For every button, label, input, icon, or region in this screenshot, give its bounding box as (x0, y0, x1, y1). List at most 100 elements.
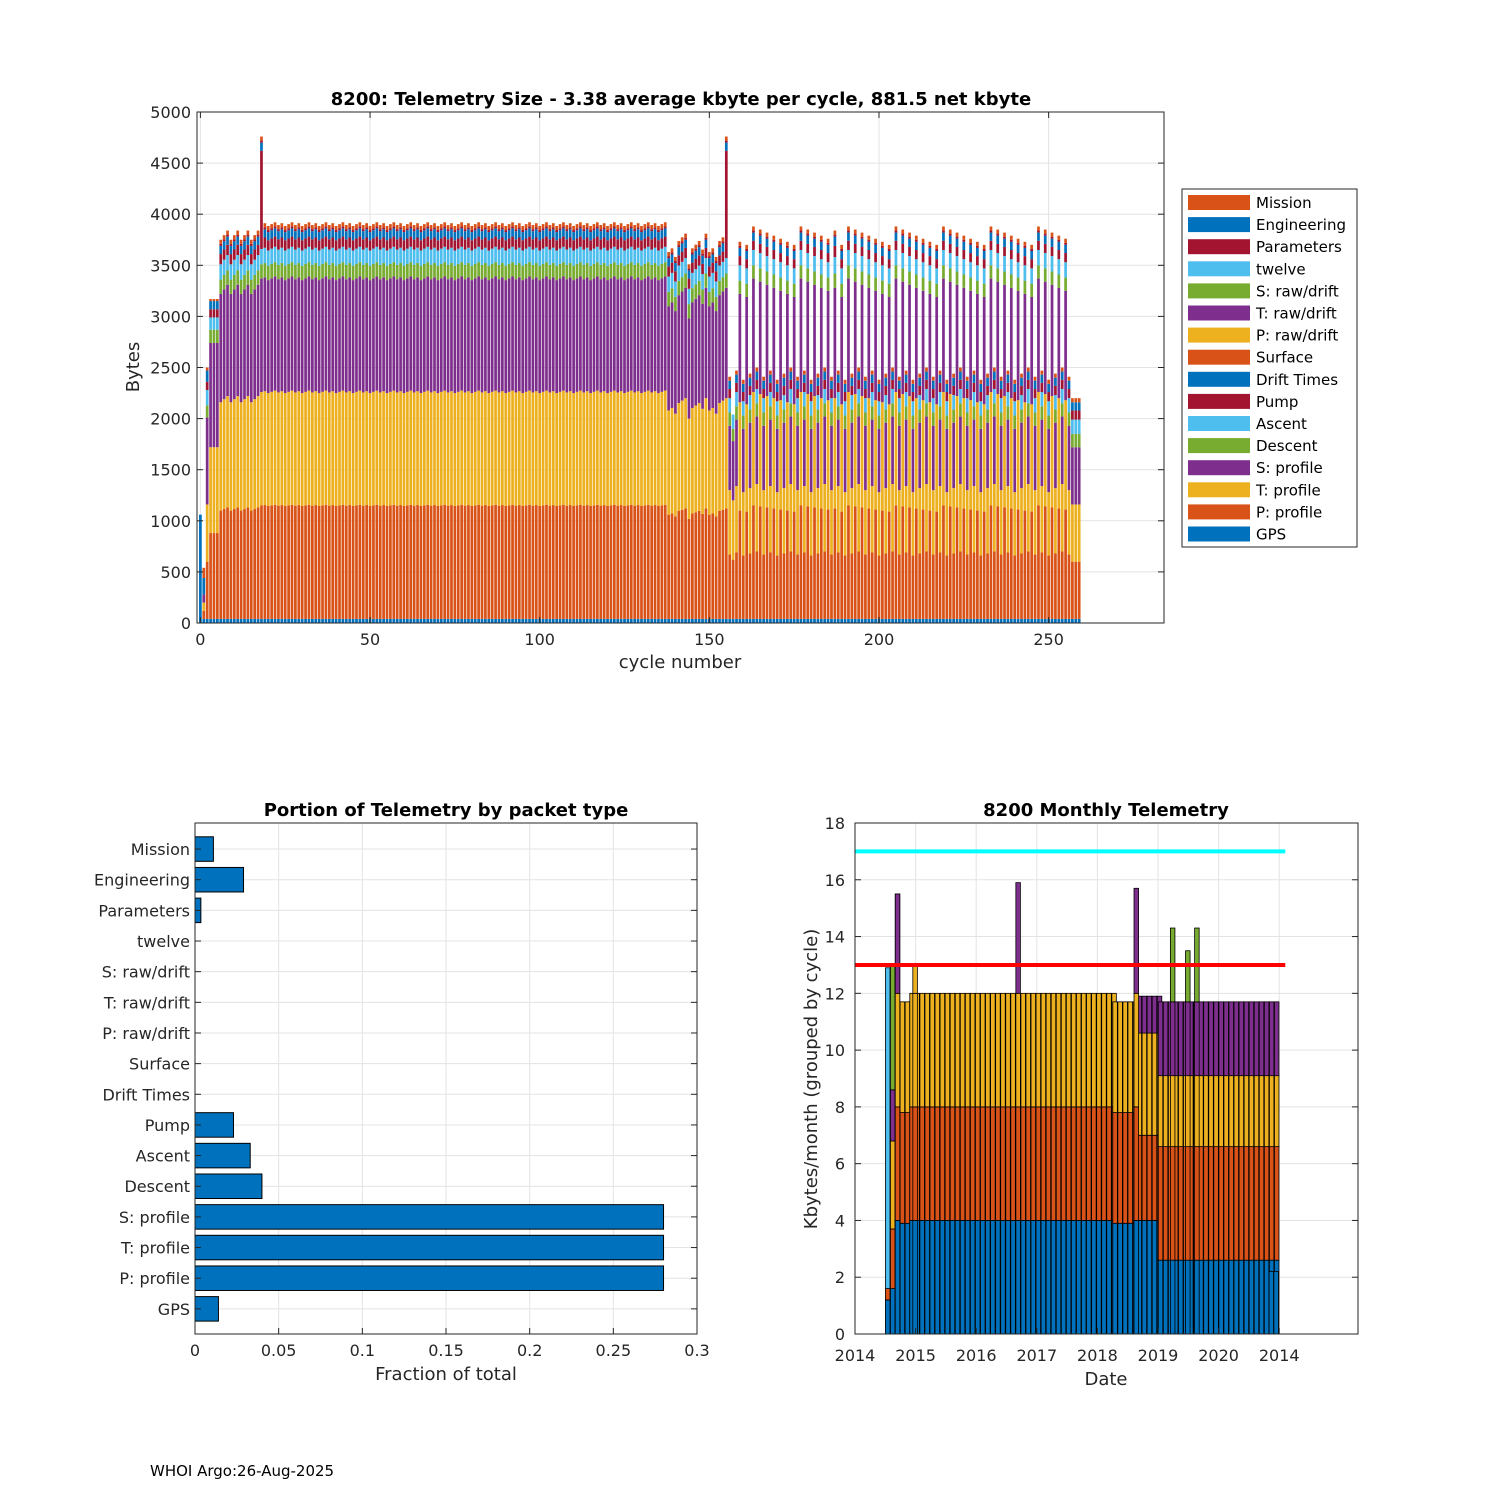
telemetry-bar-segment (701, 274, 704, 290)
telemetry-bar-segment (677, 245, 681, 248)
telemetry-bar-segment (216, 329, 219, 343)
telemetry-bar-segment (358, 222, 362, 227)
y-tick-label: 16 (825, 871, 845, 890)
telemetry-bar-segment (874, 238, 877, 243)
telemetry-bar-segment (921, 400, 925, 510)
telemetry-bar-segment (599, 279, 603, 393)
telemetry-bar-segment (372, 248, 375, 264)
telemetry-bar-segment (731, 414, 735, 429)
x-tick-label: 50 (360, 630, 380, 649)
telemetry-bar-segment (701, 408, 704, 514)
telemetry-bar-segment (460, 276, 464, 391)
monthly-bar-segment (1151, 1032, 1158, 1136)
telemetry-bar-segment (501, 237, 504, 248)
x-tick-label: 0.05 (261, 1341, 297, 1360)
telemetry-bar-segment (311, 225, 314, 230)
monthly-title: 8200 Monthly Telemetry (983, 800, 1229, 821)
telemetry-bar-segment (819, 398, 823, 509)
telemetry-bar-segment (494, 262, 497, 277)
telemetry-bar-segment (745, 511, 749, 619)
telemetry-bar-segment (663, 236, 667, 247)
telemetry-bar-segment (809, 392, 813, 402)
telemetry-bar-segment (701, 289, 704, 304)
telemetry-bar-segment (307, 504, 311, 619)
telemetry-bar-segment (1033, 412, 1037, 426)
telemetry-bar-segment (1013, 415, 1017, 429)
telemetry-bar-segment (1064, 290, 1067, 401)
telemetry-bar-segment (280, 263, 284, 278)
telemetry-bar-segment (1003, 284, 1006, 397)
telemetry-bar-segment (677, 403, 681, 511)
telemetry-bar-segment (986, 373, 989, 378)
telemetry-bar-segment (375, 236, 379, 247)
telemetry-bar-segment (1064, 618, 1067, 623)
monthly-bar-segment (1086, 992, 1092, 1108)
telemetry-bar-segment (667, 514, 670, 619)
telemetry-bar-segment (874, 262, 877, 278)
telemetry-bar-segment (830, 398, 833, 413)
telemetry-bar-segment (253, 235, 257, 240)
telemetry-bar-segment (731, 428, 735, 442)
telemetry-bar-segment (663, 276, 667, 391)
telemetry-bar-segment (236, 255, 240, 271)
telemetry-bar-segment (908, 618, 911, 623)
telemetry-bar-segment (426, 276, 430, 391)
telemetry-bar-segment (738, 510, 742, 619)
category-label: P: profile (119, 1269, 190, 1288)
telemetry-bar-segment (782, 488, 786, 554)
telemetry-bar-segment (653, 263, 657, 278)
telemetry-bar-segment (843, 392, 847, 402)
telemetry-bar-segment (463, 249, 467, 265)
telemetry-bar-segment (823, 388, 827, 404)
telemetry-bar-segment (704, 258, 708, 274)
telemetry-bar-segment (629, 236, 633, 247)
monthly-bar-segment (894, 1220, 901, 1335)
telemetry-bar-segment (786, 293, 789, 403)
telemetry-bar-segment (256, 618, 260, 623)
telemetry-bar-segment (480, 618, 484, 623)
monthly-bar-segment (1223, 1075, 1229, 1148)
telemetry-bar-segment (718, 245, 721, 248)
telemetry-bar-segment (623, 618, 626, 623)
telemetry-bar-segment (948, 253, 952, 269)
telemetry-bar-segment (341, 276, 345, 391)
telemetry-bar-segment (219, 245, 223, 255)
telemetry-bar-segment (1043, 394, 1047, 507)
telemetry-bar-segment (484, 237, 487, 248)
telemetry-bar-segment (877, 555, 881, 619)
monthly-bar-segment (1071, 992, 1077, 1108)
monthly-bar-segment (1005, 1106, 1011, 1221)
telemetry-bar-segment (365, 237, 369, 248)
telemetry-bar-segment (629, 504, 633, 619)
telemetry-bar-segment (565, 505, 569, 619)
telemetry-bar-segment (762, 412, 765, 426)
telemetry-bar-segment (653, 618, 657, 623)
telemetry-bar-segment (1033, 388, 1037, 399)
telemetry-bar-segment (436, 240, 440, 251)
telemetry-bar-segment (816, 618, 820, 623)
telemetry-bar-segment (585, 277, 589, 392)
monthly-bar-segment (1218, 1075, 1224, 1148)
telemetry-bar-segment (1006, 486, 1010, 553)
telemetry-bar-segment (582, 618, 586, 623)
telemetry-bar-segment (429, 229, 433, 232)
monthly-bar-segment (1157, 1075, 1164, 1148)
telemetry-bar-segment (338, 618, 341, 623)
monthly-bar-segment (1010, 1106, 1016, 1221)
telemetry-bar-segment (511, 226, 514, 229)
telemetry-bar-segment (955, 507, 959, 619)
telemetry-bar-segment (684, 618, 687, 623)
telemetry-bar-segment (860, 396, 864, 508)
telemetry-bar-segment (239, 245, 243, 255)
telemetry-bar-segment (735, 370, 738, 375)
telemetry-bar-segment (894, 249, 898, 266)
telemetry-bar-segment (1026, 484, 1030, 552)
telemetry-bar-segment (494, 236, 497, 247)
telemetry-bar-segment (962, 259, 966, 275)
telemetry-bar-segment (860, 271, 864, 285)
y-tick-label: 1500 (150, 461, 191, 480)
telemetry-bar-segment (843, 492, 847, 556)
telemetry-bar-segment (514, 229, 518, 232)
telemetry-bar-segment (816, 377, 820, 386)
telemetry-bar-segment (653, 505, 657, 619)
